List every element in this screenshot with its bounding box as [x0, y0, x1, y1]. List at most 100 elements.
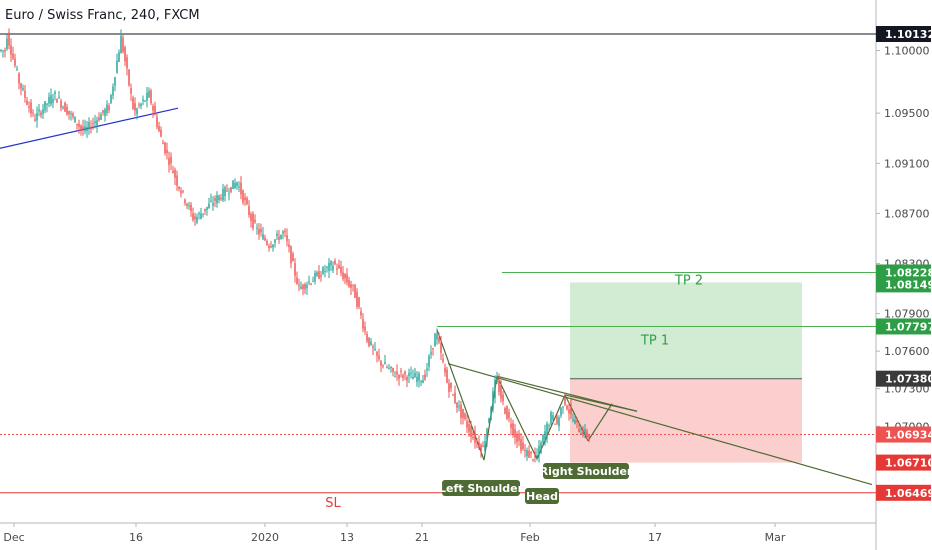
candle-body[interactable] [144, 100, 146, 102]
candle-body[interactable] [140, 103, 142, 107]
candle-body[interactable] [542, 434, 544, 442]
candle-body[interactable] [80, 125, 82, 129]
candle-body[interactable] [16, 69, 18, 71]
candle-body[interactable] [510, 423, 512, 429]
candle-body[interactable] [456, 402, 458, 408]
candle-body[interactable] [232, 180, 234, 190]
candle-body[interactable] [234, 183, 236, 189]
candle-body[interactable] [168, 157, 170, 166]
candle-body[interactable] [316, 272, 318, 276]
candle-body[interactable] [170, 156, 172, 164]
candle-body[interactable] [238, 186, 240, 188]
candle-body[interactable] [166, 149, 168, 153]
candle-body[interactable] [186, 203, 188, 206]
candle-body[interactable] [22, 88, 24, 90]
candle-body[interactable] [466, 421, 468, 428]
candle-body[interactable] [160, 130, 162, 137]
pattern-line[interactable] [587, 403, 613, 442]
candle-body[interactable] [476, 440, 478, 442]
candle-body[interactable] [258, 229, 260, 235]
candle-body[interactable] [52, 99, 54, 103]
candle-body[interactable] [206, 206, 208, 210]
candle-body[interactable] [422, 380, 424, 384]
candle-body[interactable] [118, 52, 120, 62]
candle-body[interactable] [164, 142, 166, 154]
candle-body[interactable] [102, 110, 104, 113]
candle-body[interactable] [438, 338, 440, 343]
candle-body[interactable] [338, 264, 340, 268]
candle-body[interactable] [120, 35, 122, 54]
candle-body[interactable] [570, 406, 572, 414]
candle-body[interactable] [536, 455, 538, 457]
candle-body[interactable] [352, 284, 354, 286]
candle-body[interactable] [534, 452, 536, 457]
candle-body[interactable] [532, 459, 534, 461]
candle-body[interactable] [14, 58, 16, 66]
candle-body[interactable] [324, 270, 326, 272]
candle-body[interactable] [282, 231, 284, 234]
candle-body[interactable] [448, 383, 450, 392]
candle-body[interactable] [158, 126, 160, 131]
candle-body[interactable] [578, 428, 580, 433]
candle-body[interactable] [330, 261, 332, 266]
candle-body[interactable] [310, 283, 312, 285]
candle-body[interactable] [444, 367, 446, 373]
pattern-line[interactable] [564, 394, 638, 412]
candle-body[interactable] [146, 92, 148, 101]
candle-body[interactable] [492, 391, 494, 409]
candle-body[interactable] [220, 197, 222, 200]
candle-body[interactable] [196, 216, 198, 223]
candle-body[interactable] [526, 450, 528, 457]
candle-body[interactable] [378, 355, 380, 359]
profit-zone[interactable] [570, 282, 802, 379]
candle-body[interactable] [504, 408, 506, 414]
candle-body[interactable] [304, 284, 306, 290]
candle-body[interactable] [516, 434, 518, 443]
candle-body[interactable] [124, 47, 126, 62]
candle-body[interactable] [370, 341, 372, 345]
candle-body[interactable] [270, 246, 272, 248]
candle-body[interactable] [98, 117, 100, 121]
candle-body[interactable] [364, 326, 366, 331]
price-tag[interactable]: 1.10132 [876, 26, 932, 42]
candle-body[interactable] [436, 334, 438, 340]
candle-body[interactable] [56, 98, 58, 103]
candle-body[interactable] [216, 195, 218, 204]
candle-body[interactable] [548, 425, 550, 427]
candle-body[interactable] [226, 190, 228, 192]
candle-body[interactable] [580, 433, 582, 435]
candle-body[interactable] [260, 228, 262, 233]
candle-body[interactable] [380, 360, 382, 366]
candle-body[interactable] [556, 416, 558, 424]
candle-body[interactable] [36, 112, 38, 121]
candle-body[interactable] [356, 291, 358, 307]
candle-body[interactable] [268, 245, 270, 249]
candle-body[interactable] [442, 359, 444, 362]
candle-body[interactable] [32, 112, 34, 114]
candle-body[interactable] [468, 424, 470, 432]
candle-body[interactable] [382, 365, 384, 367]
candle-body[interactable] [150, 90, 152, 104]
candle-body[interactable] [396, 371, 398, 375]
candle-body[interactable] [500, 384, 502, 399]
candle-body[interactable] [86, 126, 88, 131]
candle-body[interactable] [398, 374, 400, 379]
candle-body[interactable] [430, 352, 432, 355]
candle-body[interactable] [4, 49, 6, 52]
candle-body[interactable] [114, 77, 116, 86]
candle-body[interactable] [0, 49, 2, 51]
candle-body[interactable] [322, 267, 324, 274]
candle-body[interactable] [72, 113, 74, 117]
candle-body[interactable] [58, 97, 60, 99]
candle-body[interactable] [408, 372, 410, 377]
pattern-line[interactable] [436, 329, 485, 461]
candle-body[interactable] [348, 280, 350, 287]
candle-body[interactable] [182, 190, 184, 192]
candle-body[interactable] [460, 404, 462, 418]
candle-body[interactable] [200, 213, 202, 219]
candle-body[interactable] [326, 266, 328, 268]
candle-body[interactable] [152, 106, 154, 111]
candle-body[interactable] [410, 372, 412, 374]
candle-body[interactable] [178, 186, 180, 190]
candle-body[interactable] [174, 169, 176, 178]
